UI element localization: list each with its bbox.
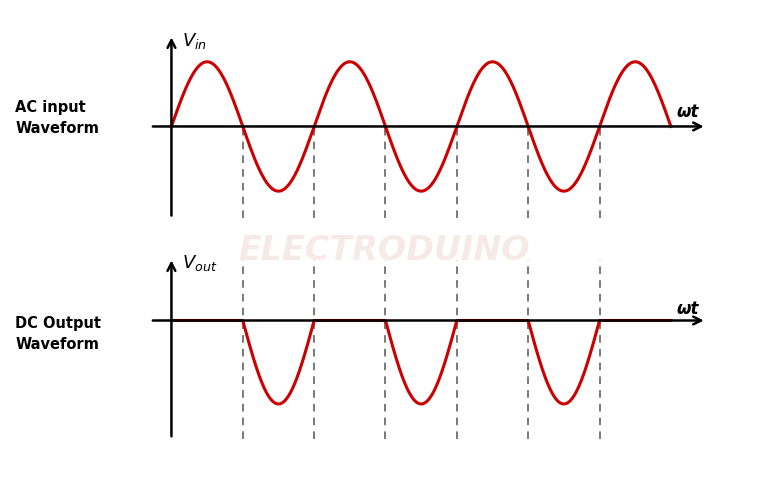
Text: ωt: ωt — [677, 300, 700, 317]
Text: $V_{in}$: $V_{in}$ — [182, 31, 207, 50]
Text: ELECTRODUINO: ELECTRODUINO — [238, 233, 530, 266]
Text: $V_{out}$: $V_{out}$ — [182, 252, 217, 273]
Text: DC Output
Waveform: DC Output Waveform — [15, 316, 101, 351]
Text: AC input
Waveform: AC input Waveform — [15, 100, 99, 135]
Text: ωt: ωt — [677, 103, 700, 121]
